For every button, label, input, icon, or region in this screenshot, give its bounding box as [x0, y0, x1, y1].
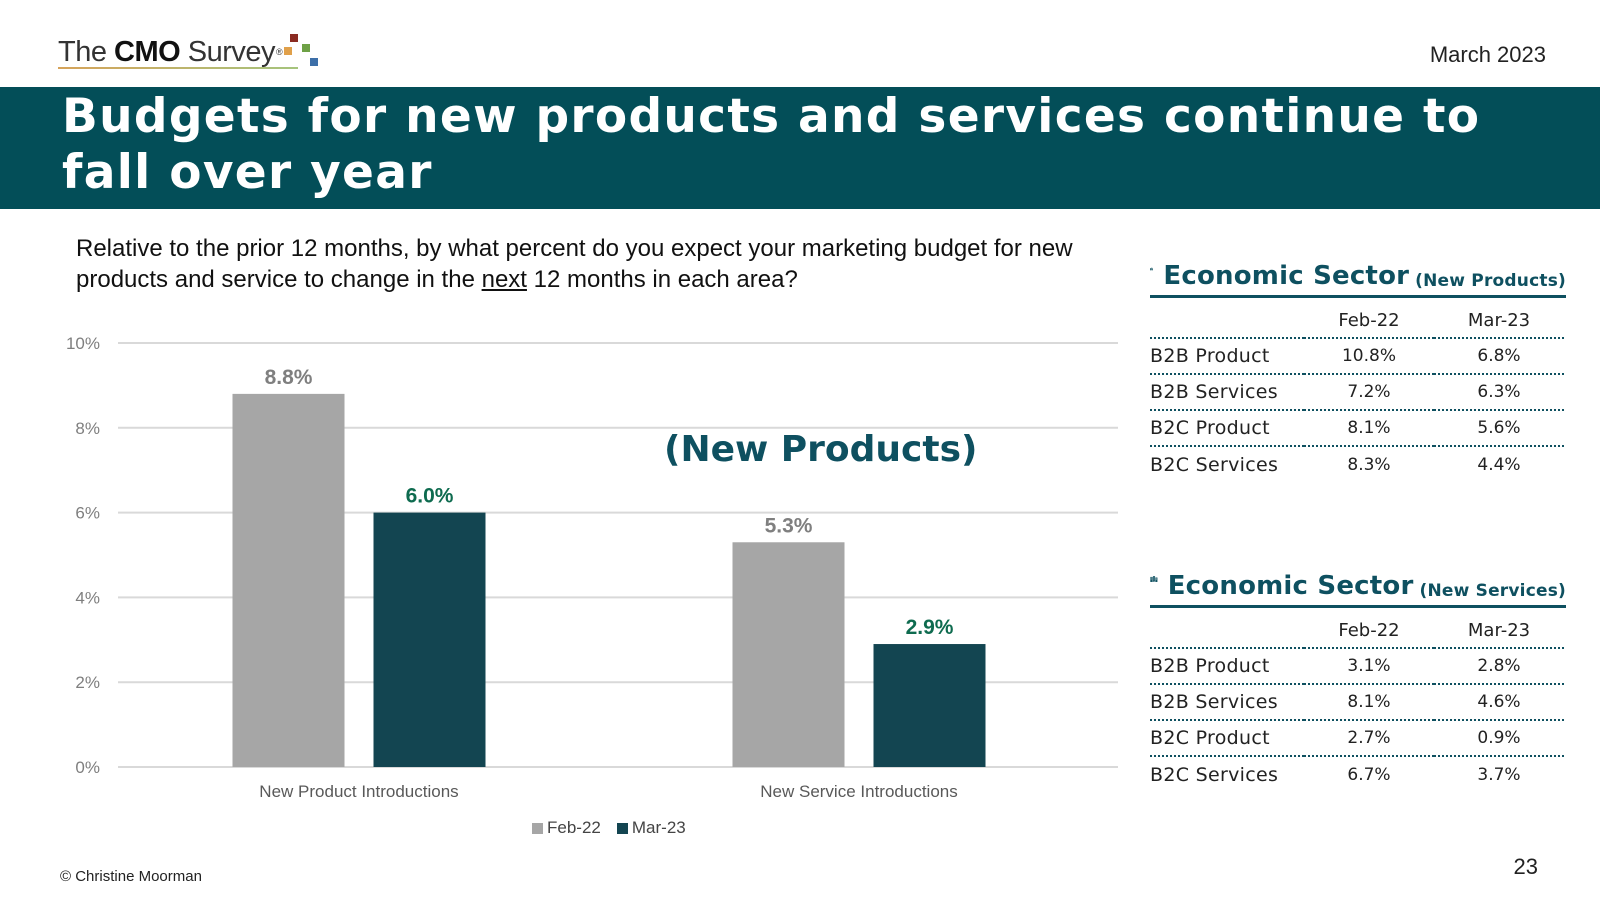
- legend-item-feb22: Feb-22: [532, 818, 601, 838]
- sector-panel-services: Economic Sector (New Services) Feb-22 Ma…: [1150, 560, 1570, 792]
- table-cell: 3.7%: [1434, 755, 1564, 792]
- table-corner: [1150, 304, 1304, 339]
- logo-underline: [58, 67, 298, 69]
- table-row: B2C Product 2.7% 0.9%: [1150, 719, 1564, 756]
- sector-subtitle-products: (New Products): [1415, 271, 1566, 291]
- table-cell: 4.4%: [1434, 445, 1564, 482]
- sector-panel-products: Economic Sector (New Products) Feb-22 Ma…: [1150, 250, 1570, 482]
- column-header: Feb-22: [1304, 614, 1434, 649]
- table-row: B2B Services 8.1% 4.6%: [1150, 683, 1564, 720]
- table-cell: 6.3%: [1434, 373, 1564, 410]
- building-icon: [1150, 576, 1158, 582]
- bar: [373, 512, 486, 767]
- row-label: B2B Product: [1150, 337, 1304, 374]
- table-row: B2C Services 8.3% 4.4%: [1150, 445, 1564, 482]
- table-cell: 10.8%: [1304, 337, 1434, 374]
- y-tick-label: 6%: [75, 504, 100, 523]
- survey-question: Relative to the prior 12 months, by what…: [76, 235, 1073, 293]
- cmo-survey-logo: The CMO Survey®: [58, 34, 324, 74]
- table-cell: 8.3%: [1304, 445, 1434, 482]
- question-emphasis: next: [481, 266, 527, 293]
- table-cell: 7.2%: [1304, 373, 1434, 410]
- page-number: 23: [1513, 854, 1538, 879]
- sector-title-services: Economic Sector: [1167, 571, 1414, 601]
- sector-title-products: Economic Sector: [1163, 261, 1410, 291]
- legend-swatch-mar23: [616, 822, 628, 834]
- chart-annotation: (New Products): [664, 429, 978, 470]
- y-tick-label: 4%: [75, 588, 100, 607]
- bar: [732, 542, 845, 767]
- legend-item-mar23: Mar-23: [616, 818, 686, 838]
- y-tick-label: 0%: [75, 758, 100, 777]
- table-cell: 0.9%: [1434, 719, 1564, 756]
- table-cell: 6.8%: [1434, 337, 1564, 374]
- sector-subtitle-services: (New Services): [1419, 581, 1566, 601]
- sector-header-products: Economic Sector (New Products): [1150, 250, 1566, 298]
- column-header: Feb-22: [1304, 304, 1434, 339]
- bar-chart: 0% 2% 4% 6% 8% 10% 8.8% 6.0% New Product Introdu…: [66, 334, 1118, 801]
- building-icon: [1150, 267, 1154, 271]
- y-tick-label: 8%: [75, 419, 100, 438]
- title-banner: Budgets for new products and services co…: [0, 87, 1600, 209]
- column-header: Mar-23: [1434, 614, 1564, 649]
- column-header: Mar-23: [1434, 304, 1564, 339]
- x-tick-label: New Product Introductions: [259, 782, 458, 801]
- table-cell: 4.6%: [1434, 683, 1564, 720]
- row-label: B2B Product: [1150, 647, 1304, 684]
- table-cell: 6.7%: [1304, 755, 1434, 792]
- table-cell: 8.1%: [1304, 683, 1434, 720]
- data-label: 2.9%: [906, 616, 954, 639]
- row-label: B2B Services: [1150, 373, 1304, 410]
- table-cell: 8.1%: [1304, 409, 1434, 446]
- sector-table-services: Feb-22 Mar-23 B2B Product 3.1% 2.8% B2B …: [1150, 614, 1564, 792]
- sector-table-products: Feb-22 Mar-23 B2B Product 10.8% 6.8% B2B…: [1150, 304, 1564, 482]
- table-cell: 3.1%: [1304, 647, 1434, 684]
- logo-squares-icon: [284, 34, 324, 74]
- table-row: B2B Product 3.1% 2.8%: [1150, 647, 1564, 684]
- bar: [232, 393, 345, 767]
- copyright-text: © Christine Moorman: [60, 868, 202, 885]
- row-label: B2B Services: [1150, 683, 1304, 720]
- table-row: B2B Product 10.8% 6.8%: [1150, 337, 1564, 374]
- data-label: 5.3%: [765, 514, 813, 537]
- table-cell: 2.7%: [1304, 719, 1434, 756]
- y-tick-label: 2%: [75, 673, 100, 692]
- bar: [873, 644, 986, 767]
- data-label: 6.0%: [406, 485, 454, 508]
- row-label: B2C Product: [1150, 719, 1304, 756]
- table-cell: 2.8%: [1434, 647, 1564, 684]
- slide-title: Budgets for new products and services co…: [62, 89, 1481, 200]
- row-label: B2C Services: [1150, 755, 1304, 792]
- report-date: March 2023: [1429, 42, 1546, 67]
- table-row: B2C Product 8.1% 5.6%: [1150, 409, 1564, 446]
- row-label: B2C Product: [1150, 409, 1304, 446]
- data-label: 8.8%: [265, 366, 313, 389]
- table-cell: 5.6%: [1434, 409, 1564, 446]
- legend-swatch-feb22: [532, 822, 543, 834]
- row-label: B2C Services: [1150, 445, 1304, 482]
- sector-header-services: Economic Sector (New Services): [1150, 560, 1566, 608]
- logo-wordmark: The CMO Survey®: [58, 36, 283, 68]
- table-row: B2C Services 6.7% 3.7%: [1150, 755, 1564, 792]
- table-corner: [1150, 614, 1304, 649]
- chart-legend: Feb-22 Mar-23: [532, 818, 686, 838]
- x-tick-label: New Service Introductions: [760, 782, 957, 801]
- table-row: B2B Services 7.2% 6.3%: [1150, 373, 1564, 410]
- y-tick-label: 10%: [66, 334, 100, 353]
